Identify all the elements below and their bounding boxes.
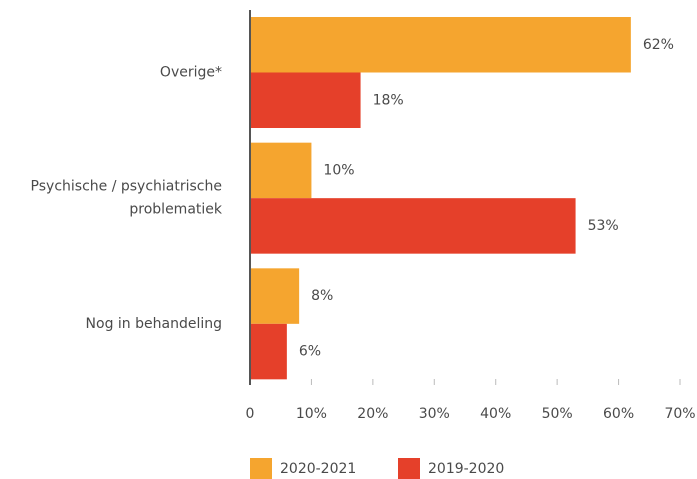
legend-swatch <box>398 458 420 479</box>
bar <box>250 142 312 199</box>
x-tick-label: 60% <box>603 406 634 422</box>
value-label: 6% <box>299 344 321 360</box>
category-label: Overige* <box>160 65 222 81</box>
bar <box>250 17 631 73</box>
x-tick-label: 0 <box>246 406 255 422</box>
value-label: 62% <box>643 37 674 53</box>
legend-label: 2020-2021 <box>280 461 356 477</box>
bar <box>250 72 361 128</box>
legend-swatch <box>250 458 272 479</box>
category-label: Nog in behandeling <box>86 316 222 332</box>
category-label: Psychische / psychiatrische problematiek <box>31 179 223 218</box>
value-label: 53% <box>588 218 619 234</box>
x-tick-label: 40% <box>480 406 511 422</box>
x-tick-label: 10% <box>296 406 327 422</box>
legend-label: 2019-2020 <box>428 461 504 477</box>
x-tick-label: 70% <box>664 406 695 422</box>
bar <box>250 198 576 254</box>
x-tick-label: 20% <box>357 406 388 422</box>
x-tick-label: 30% <box>419 406 450 422</box>
value-label: 18% <box>373 92 404 108</box>
bar <box>250 268 300 324</box>
value-label: 8% <box>311 288 333 304</box>
value-label: 10% <box>323 162 354 178</box>
x-tick-label: 50% <box>542 406 573 422</box>
bar <box>250 323 287 380</box>
